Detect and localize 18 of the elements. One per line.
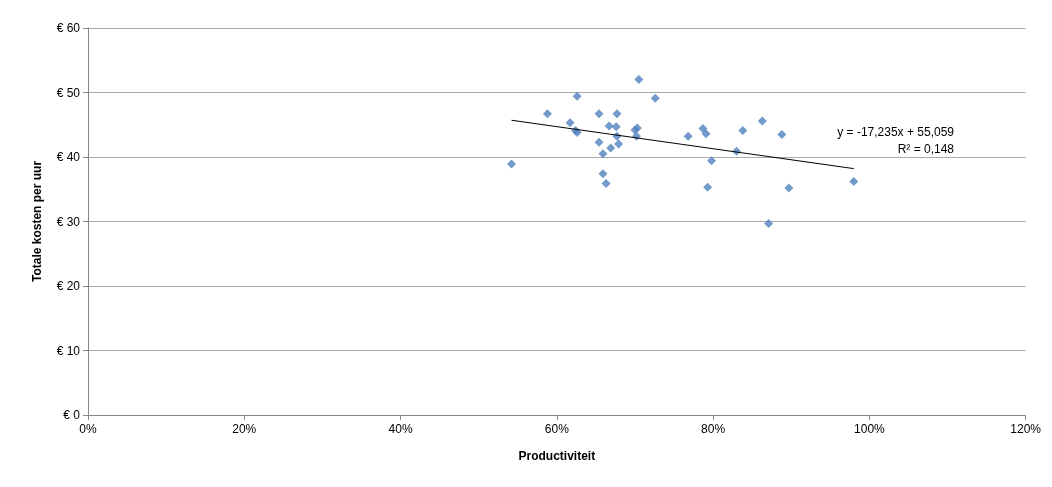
annotation: y = -17,235x + 55,059: [837, 125, 955, 139]
y-tick-label: € 20: [56, 279, 81, 293]
y-tick-label: € 60: [56, 21, 81, 35]
y-tick-label: € 30: [56, 214, 81, 229]
y-axis-title: Totale kosten per uur: [30, 160, 44, 283]
y-tick-label: € 40: [56, 150, 81, 164]
x-tick-label: 0%: [79, 422, 97, 436]
x-tick-label: 60%: [544, 422, 570, 436]
y-tick-label: € 0: [63, 408, 81, 422]
x-tick-label: 20%: [232, 422, 257, 436]
x-tick-label: 80%: [701, 422, 726, 436]
x-tick-label: 120%: [1010, 422, 1042, 436]
x-axis-title: Productiviteit: [518, 449, 596, 463]
annotation: R² = 0,148: [897, 142, 955, 156]
y-tick-label: € 10: [56, 343, 81, 358]
y-tick-label: € 50: [56, 85, 81, 100]
x-tick-label: 100%: [854, 422, 886, 436]
x-tick-label: 40%: [388, 422, 413, 436]
